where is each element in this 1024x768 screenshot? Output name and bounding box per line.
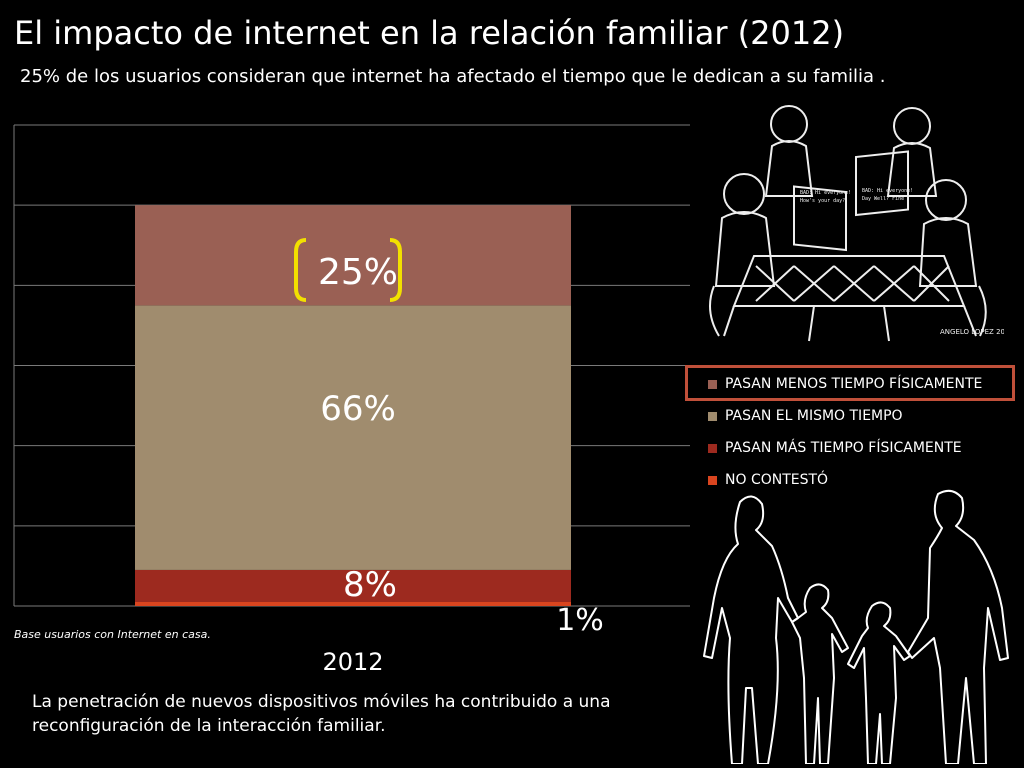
x-tick-label: 2012 xyxy=(322,648,383,676)
bar-segment xyxy=(135,569,571,602)
bar-segment xyxy=(135,601,571,606)
legend-swatch-menos xyxy=(708,379,717,389)
legend-swatch-mas xyxy=(708,443,717,453)
legend-label: PASAN MÁS TIEMPO FÍSICAMENTE xyxy=(725,440,962,456)
legend-highlight-box xyxy=(685,365,1015,401)
legend-item-mismo: PASAN EL MISMO TIEMPO xyxy=(700,400,1024,432)
legend-label: PASAN MENOS TIEMPO FÍSICAMENTE xyxy=(725,376,983,392)
legend-item-menos: PASAN MENOS TIEMPO FÍSICAMENTE xyxy=(700,368,1024,400)
base-note: Base usuarios con Internet en casa. xyxy=(14,628,211,641)
family-silhouette xyxy=(703,489,1009,764)
legend-label: NO CONTESTÓ xyxy=(725,472,829,488)
legend-item-no-contesto: NO CONTESTÓ xyxy=(700,464,1024,496)
chart-legend: PASAN MENOS TIEMPO FÍSICAMENTE PASAN EL … xyxy=(700,368,1024,496)
legend-item-mas: PASAN MÁS TIEMPO FÍSICAMENTE xyxy=(700,432,1024,464)
page-subtitle: 25% de los usuarios consideran que inter… xyxy=(20,66,886,87)
svg-text:How's your day?: How's your day? xyxy=(800,198,845,204)
bar-segment xyxy=(135,205,571,306)
data-label: 8% xyxy=(343,565,397,605)
data-label: 66% xyxy=(320,389,396,429)
highlight-bracket-right xyxy=(389,238,402,302)
legend-swatch-no-contesto xyxy=(708,475,717,485)
data-label: 25% xyxy=(318,252,398,293)
stacked-bar-chart: 1% 8% 66% 25% 2012 xyxy=(13,124,690,676)
svg-text:BAD: Hi everyone!: BAD: Hi everyone! xyxy=(862,188,913,194)
legend-label: PASAN EL MISMO TIEMPO xyxy=(725,408,903,424)
data-label: 1% xyxy=(556,603,604,638)
highlight-bracket-left xyxy=(294,238,307,302)
svg-text:Day Well? Fine: Day Well? Fine xyxy=(862,196,904,202)
bar-segment xyxy=(135,305,571,570)
svg-text:BAD: Hi everyone!: BAD: Hi everyone! xyxy=(800,190,851,196)
page-title: El impacto de internet en la relación fa… xyxy=(14,14,845,52)
legend-swatch-mismo xyxy=(708,411,717,421)
footer-text: La penetración de nuevos dispositivos mó… xyxy=(32,692,611,736)
illustration-credit: ANGELO LOPEZ 2008 xyxy=(940,328,1004,336)
family-laptops-illustration: BAD: Hi everyone! How's your day? BAD: H… xyxy=(694,96,1004,352)
